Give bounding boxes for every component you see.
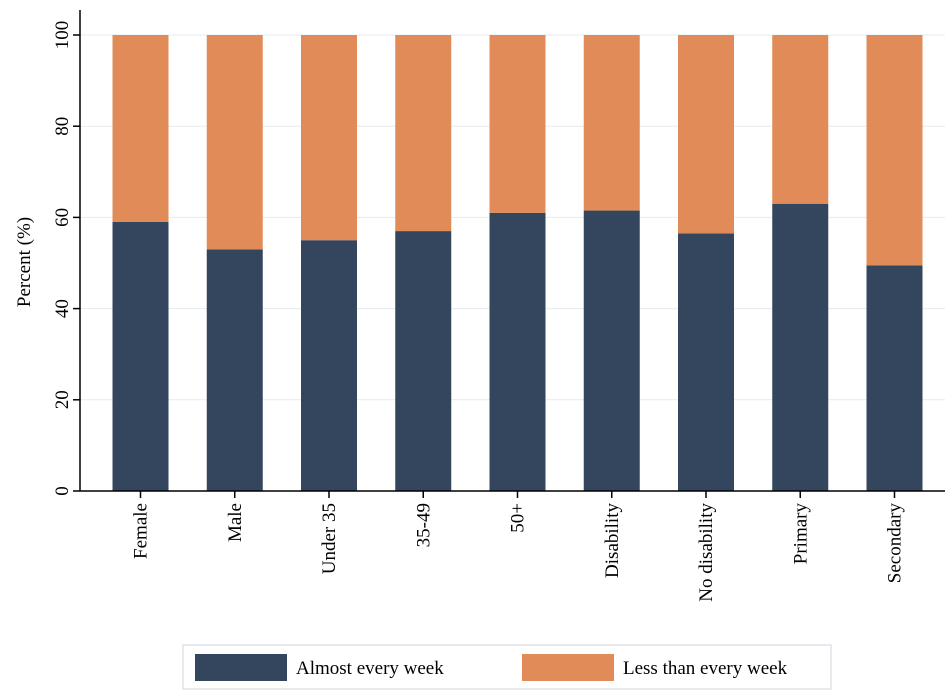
bar-less-than-every-week — [678, 35, 734, 234]
bar-less-than-every-week — [772, 35, 829, 204]
y-tick-label: 60 — [52, 208, 73, 227]
bar-almost-every-week — [678, 233, 734, 492]
y-tick-label: 40 — [52, 299, 73, 318]
x-tick-label: Disability — [602, 503, 623, 578]
bar-less-than-every-week — [583, 35, 640, 211]
legend-items: Almost every week Less than every week — [195, 654, 788, 681]
bar-less-than-every-week — [112, 35, 169, 222]
y-tick-label: 0 — [52, 486, 73, 496]
x-tick-label: 35-49 — [413, 503, 434, 547]
bar-almost-every-week — [301, 240, 357, 491]
bar-less-than-every-week — [866, 35, 923, 266]
y-tick-label: 80 — [52, 117, 73, 136]
bar-less-than-every-week — [206, 35, 263, 250]
bar-less-than-every-week — [395, 35, 452, 232]
legend-box — [182, 644, 832, 690]
bar-less-than-every-week — [489, 35, 546, 213]
legend-label: Less than every week — [623, 658, 788, 679]
bar-almost-every-week — [206, 249, 263, 491]
x-tick-label: Female — [131, 503, 152, 559]
bar-almost-every-week — [583, 210, 640, 491]
x-tick-label: Under 35 — [319, 503, 340, 574]
x-tick-label: No disability — [696, 503, 717, 602]
legend-swatch — [522, 654, 614, 681]
y-tick-label: 100 — [52, 21, 73, 50]
x-tick-label: Primary — [790, 503, 811, 565]
legend: Almost every week Less than every week — [182, 644, 832, 690]
legend-label: Almost every week — [296, 658, 444, 679]
y-axis-label: Percent (%) — [14, 217, 35, 307]
bar-less-than-every-week — [301, 35, 357, 241]
bar-almost-every-week — [772, 203, 829, 491]
bar-almost-every-week — [489, 212, 546, 491]
bar-almost-every-week — [866, 265, 923, 491]
x-tick-labels: Female Male Under 35 35-49 50+ Disability No d… — [131, 491, 906, 602]
x-tick-label: Secondary — [885, 503, 906, 584]
x-tick-label: 50+ — [508, 503, 529, 533]
legend-swatch — [195, 654, 287, 681]
y-tick-label: 20 — [52, 390, 73, 409]
bar-almost-every-week — [395, 231, 452, 491]
y-ticks: 0 20 40 60 80 100 — [52, 21, 80, 496]
x-tick-label: Male — [225, 503, 246, 542]
bar-almost-every-week — [112, 221, 169, 491]
bars-layer — [112, 35, 923, 492]
